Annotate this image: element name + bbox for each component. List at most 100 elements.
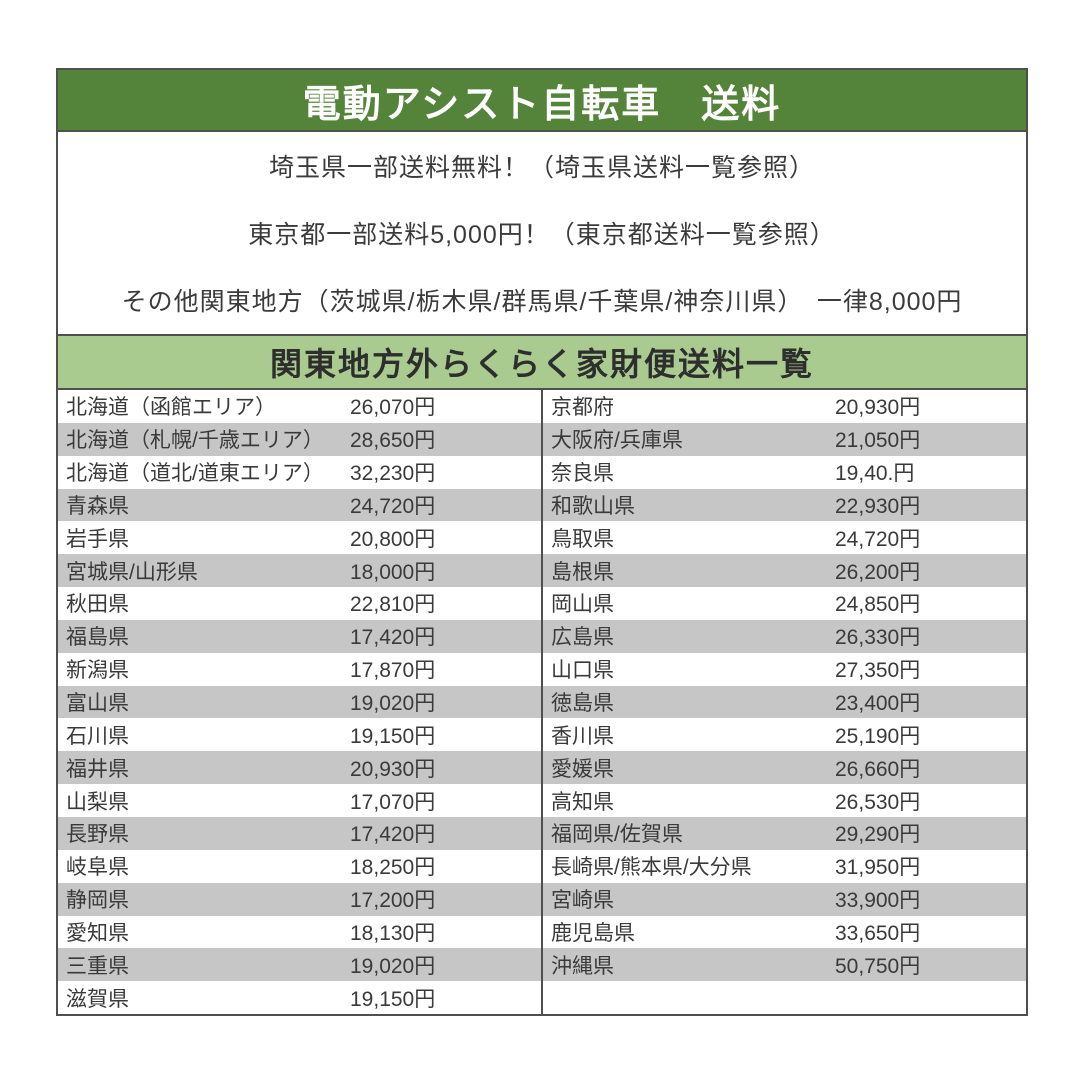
fee-value: 32,230円 [350,462,436,486]
table-row: 大阪府/兵庫県 21,050円 [543,422,1026,456]
table-row: 山梨県 17,070円 [58,784,541,817]
fee-value: 19,150円 [350,724,436,748]
table-row: 沖縄県 50,750円 [543,948,1026,982]
table-row: 富山県 19,020円 [58,685,541,719]
table-row: 長崎県/熊本県/大分県 31,950円 [543,849,1026,883]
table-row: 岡山県 24,850円 [543,587,1026,620]
fee-value: 26,530円 [835,790,921,814]
notice-section: 埼玉県一部送料無料！（埼玉県送料一覧参照） 東京都一部送料5,000円！（東京都… [58,132,1026,334]
fee-value: 31,950円 [835,856,921,880]
fee-value: 33,900円 [835,889,921,913]
table-row [543,981,1026,1015]
table-row: 鳥取県 24,720円 [543,521,1026,555]
fee-value: 22,810円 [350,593,436,617]
table-row: 三重県 19,020円 [58,948,541,982]
fee-value: 18,130円 [350,921,436,945]
region-label: 香川県 [551,724,614,748]
fee-value: 20,930円 [350,757,436,781]
region-label: 沖縄県 [551,954,614,978]
table-row: 徳島県 23,400円 [543,685,1026,719]
table-row: 北海道（札幌/千歳エリア） 28,650円 [58,422,541,456]
region-label: 宮崎県 [551,889,614,913]
fee-value: 26,330円 [835,626,921,650]
table-row: 静岡県 17,200円 [58,882,541,916]
fee-value: 19,40.円 [835,462,915,486]
region-label: 奈良県 [551,462,614,486]
fee-value: 19,020円 [350,692,436,716]
table-row: 新潟県 17,870円 [58,652,541,686]
table-row: 奈良県 19,40.円 [543,455,1026,489]
shipping-fee-table: 北海道（函館エリア） 26,070円 北海道（札幌/千歳エリア） 28,650円 北海道… [58,390,1026,1015]
table-row: 和歌山県 22,930円 [543,488,1026,522]
page-title: 電動アシスト自転車 送料 [302,83,782,126]
region-label: 岩手県 [66,527,129,551]
table-row: 福岡県/佐賀県 29,290円 [543,816,1026,850]
region-label: 滋賀県 [66,987,129,1011]
shipping-info-panel: 電動アシスト自転車 送料 埼玉県一部送料無料！（埼玉県送料一覧参照） 東京都一部… [56,68,1028,1016]
fee-value: 19,020円 [350,954,436,978]
fee-value: 29,290円 [835,823,921,847]
fee-value: 20,930円 [835,396,921,420]
table-row: 秋田県 22,810円 [58,587,541,620]
fee-value: 27,350円 [835,659,921,683]
fee-value: 28,650円 [350,429,436,453]
fee-value: 18,000円 [350,560,436,584]
table-row: 石川県 19,150円 [58,718,541,752]
region-label: 岡山県 [551,593,614,617]
table-row: 鹿児島県 33,650円 [543,915,1026,949]
region-label: 北海道（函館エリア） [66,396,276,420]
table-row: 宮城県/山形県 18,000円 [58,554,541,588]
region-label: 山口県 [551,659,614,683]
table-row: 香川県 25,190円 [543,718,1026,752]
region-label: 徳島県 [551,692,614,716]
region-label: 北海道（札幌/千歳エリア） [66,429,324,453]
fee-value: 17,420円 [350,626,436,650]
table-left-column: 北海道（函館エリア） 26,070円 北海道（札幌/千歳エリア） 28,650円 北海道… [58,390,541,1015]
region-label: 静岡県 [66,889,129,913]
region-label: 和歌山県 [551,494,635,518]
fee-value: 26,660円 [835,757,921,781]
table-title: 関東地方外らくらく家財便送料一覧 [269,346,814,382]
fee-value: 24,720円 [835,527,921,551]
fee-value: 17,200円 [350,889,436,913]
fee-value: 24,850円 [835,593,921,617]
table-row: 北海道（函館エリア） 26,070円 [58,390,541,423]
title-bar: 電動アシスト自転車 送料 [58,70,1026,132]
region-label: 青森県 [66,494,129,518]
fee-value: 17,870円 [350,659,436,683]
fee-value: 33,650円 [835,921,921,945]
region-label: 宮城県/山形県 [66,560,198,584]
region-label: 愛知県 [66,921,129,945]
region-label: 秋田県 [66,593,129,617]
table-row: 岐阜県 18,250円 [58,849,541,883]
region-label: 山梨県 [66,790,129,814]
region-label: 長野県 [66,823,129,847]
table-row: 愛知県 18,130円 [58,915,541,949]
region-label: 鹿児島県 [551,921,635,945]
region-label: 石川県 [66,724,129,748]
region-label: 高知県 [551,790,614,814]
fee-value: 24,720円 [350,494,436,518]
region-label: 三重県 [66,954,129,978]
table-row: 福井県 20,930円 [58,751,541,785]
notice-saitama: 埼玉県一部送料無料！（埼玉県送料一覧参照） [268,153,815,182]
fee-value: 17,420円 [350,823,436,847]
table-row: 京都府 20,930円 [543,390,1026,423]
fee-value: 26,200円 [835,560,921,584]
table-row: 宮崎県 33,900円 [543,882,1026,916]
fee-value: 20,800円 [350,527,436,551]
region-label: 富山県 [66,692,129,716]
region-label: 愛媛県 [551,757,614,781]
table-title-bar: 関東地方外らくらく家財便送料一覧 [58,334,1026,390]
region-label: 福島県 [66,626,129,650]
region-label: 福井県 [66,757,129,781]
region-label: 北海道（道北/道東エリア） [66,462,324,486]
fee-value: 17,070円 [350,790,436,814]
region-label: 大阪府/兵庫県 [551,429,683,453]
notice-tokyo: 東京都一部送料5,000円！（東京都送料一覧参照） [248,220,836,249]
fee-value: 23,400円 [835,692,921,716]
region-label: 広島県 [551,626,614,650]
table-row: 愛媛県 26,660円 [543,751,1026,785]
fee-value: 19,150円 [350,987,436,1011]
